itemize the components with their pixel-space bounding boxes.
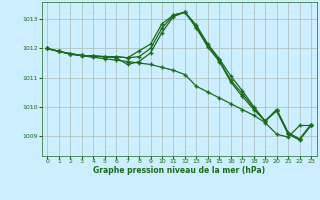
X-axis label: Graphe pression niveau de la mer (hPa): Graphe pression niveau de la mer (hPa) xyxy=(93,166,265,175)
